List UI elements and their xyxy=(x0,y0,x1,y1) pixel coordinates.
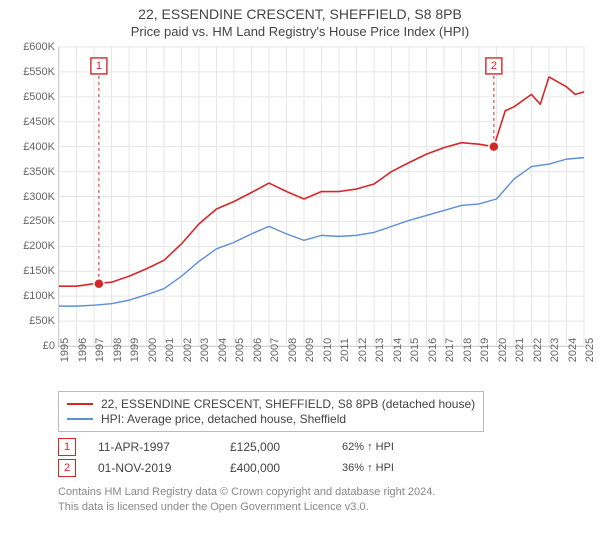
x-axis-label: 2006 xyxy=(252,338,264,362)
y-axis-label: £50K xyxy=(29,315,55,327)
x-axis-label: 2016 xyxy=(427,338,439,362)
y-axis-label: £200K xyxy=(23,240,55,252)
x-axis-label: 2019 xyxy=(479,338,491,362)
transaction-delta: 36% ↑ HPI xyxy=(342,462,394,474)
x-axis-label: 2009 xyxy=(304,338,316,362)
y-axis-label: £400K xyxy=(23,141,55,153)
y-axis-label: £250K xyxy=(23,215,55,227)
x-axis-label: 2000 xyxy=(147,338,159,362)
x-axis-label: 2015 xyxy=(409,338,421,362)
y-axis-label: £0 xyxy=(43,340,55,352)
x-axis-label: 2023 xyxy=(549,338,561,362)
y-axis-label: £600K xyxy=(23,41,55,53)
x-axis-label: 2010 xyxy=(322,338,334,362)
transaction-marker: 1 xyxy=(58,438,76,456)
page-title: 22, ESSENDINE CRESCENT, SHEFFIELD, S8 8P… xyxy=(10,6,590,22)
x-axis-label: 2007 xyxy=(269,338,281,362)
x-axis-label: 2021 xyxy=(514,338,526,362)
x-axis-label: 1998 xyxy=(112,338,124,362)
legend-label: HPI: Average price, detached house, Shef… xyxy=(101,412,346,426)
x-axis-label: 2012 xyxy=(357,338,369,362)
legend-item: 22, ESSENDINE CRESCENT, SHEFFIELD, S8 8P… xyxy=(67,397,475,411)
x-axis-label: 2013 xyxy=(374,338,386,362)
svg-text:1: 1 xyxy=(96,60,102,72)
transaction-delta: 62% ↑ HPI xyxy=(342,441,394,453)
x-axis-label: 2004 xyxy=(217,338,229,362)
x-axis-label: 2020 xyxy=(497,338,509,362)
y-axis-label: £350K xyxy=(23,166,55,178)
legend-swatch xyxy=(67,418,93,420)
x-axis-label: 2014 xyxy=(392,338,404,362)
y-axis-label: £500K xyxy=(23,91,55,103)
transaction-row: 1 11-APR-1997 £125,000 62% ↑ HPI xyxy=(58,438,590,456)
x-axis-label: 2022 xyxy=(532,338,544,362)
transaction-marker: 2 xyxy=(58,459,76,477)
legend-label: 22, ESSENDINE CRESCENT, SHEFFIELD, S8 8P… xyxy=(101,397,475,411)
legend: 22, ESSENDINE CRESCENT, SHEFFIELD, S8 8P… xyxy=(58,391,484,432)
x-axis-label: 2003 xyxy=(199,338,211,362)
x-axis-label: 2001 xyxy=(164,338,176,362)
x-axis-label: 2017 xyxy=(444,338,456,362)
y-axis-label: £100K xyxy=(23,290,55,302)
transaction-price: £125,000 xyxy=(230,440,320,454)
x-axis-label: 2011 xyxy=(339,338,351,362)
transaction-price: £400,000 xyxy=(230,461,320,475)
x-axis-label: 1996 xyxy=(77,338,89,362)
transaction-date: 01-NOV-2019 xyxy=(98,461,208,475)
transaction-row: 2 01-NOV-2019 £400,000 36% ↑ HPI xyxy=(58,459,590,477)
x-axis-label: 1997 xyxy=(94,338,106,362)
legend-item: HPI: Average price, detached house, Shef… xyxy=(67,412,475,426)
x-axis-label: 2008 xyxy=(287,338,299,362)
x-axis-label: 2025 xyxy=(584,338,596,362)
x-axis-label: 2002 xyxy=(182,338,194,362)
y-axis-label: £150K xyxy=(23,265,55,277)
x-axis-label: 1995 xyxy=(59,338,71,362)
y-axis-label: £450K xyxy=(23,116,55,128)
transaction-date: 11-APR-1997 xyxy=(98,440,208,454)
x-axis-label: 2005 xyxy=(234,338,246,362)
y-axis-label: £300K xyxy=(23,191,55,203)
footer-attribution: Contains HM Land Registry data © Crown c… xyxy=(58,485,590,515)
price-chart: 1 2 £0 £50K £100K £150K £200K £250K £300K £350K £… xyxy=(10,47,590,387)
x-axis-label: 2018 xyxy=(462,338,474,362)
footer-line: Contains HM Land Registry data © Crown c… xyxy=(58,485,590,500)
page-subtitle: Price paid vs. HM Land Registry's House … xyxy=(10,24,590,39)
svg-text:2: 2 xyxy=(491,60,497,72)
footer-line: This data is licensed under the Open Gov… xyxy=(58,500,590,515)
x-axis-label: 1999 xyxy=(129,338,141,362)
y-axis-label: £550K xyxy=(23,66,55,78)
legend-swatch xyxy=(67,403,93,405)
x-axis-label: 2024 xyxy=(567,338,579,362)
